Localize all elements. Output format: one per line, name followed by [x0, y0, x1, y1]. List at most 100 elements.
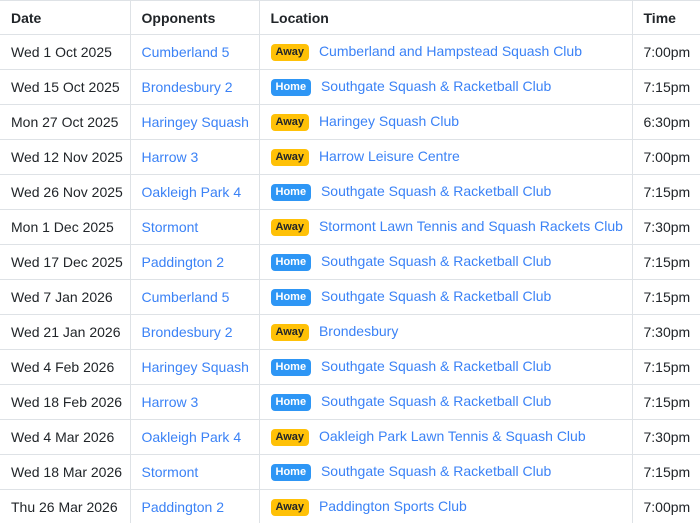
fixture-date: Wed 18 Mar 2026: [0, 454, 130, 490]
fixture-row: Mon 27 Oct 2025 Haringey Squash Away Har…: [0, 104, 700, 140]
fixture-opponent-cell: Oakleigh Park 4: [129, 419, 259, 455]
fixture-opponent-cell: Haringey Squash: [129, 104, 259, 140]
fixture-date: Mon 27 Oct 2025: [0, 104, 130, 140]
fixture-date: Wed 21 Jan 2026: [0, 314, 130, 350]
fixture-opponent-cell: Oakleigh Park 4: [129, 174, 259, 210]
fixture-row: Wed 12 Nov 2025 Harrow 3 Away Harrow Lei…: [0, 139, 700, 175]
opponent-link[interactable]: Paddington 2: [141, 254, 225, 270]
fixture-row: Wed 4 Mar 2026 Oakleigh Park 4 Away Oakl…: [0, 419, 700, 455]
venue-link[interactable]: Southgate Squash & Racketball Club: [320, 463, 552, 479]
fixture-opponent-cell: Brondesbury 2: [129, 69, 259, 105]
opponent-link[interactable]: Brondesbury 2: [141, 79, 233, 95]
fixture-location-cell: Home Southgate Squash & Racketball Club: [258, 454, 632, 490]
venue-link[interactable]: Cumberland and Hampstead Squash Club: [318, 43, 582, 59]
fixture-opponent-cell: Harrow 3: [129, 384, 259, 420]
venue-link[interactable]: Southgate Squash & Racketball Club: [320, 183, 552, 199]
venue-link[interactable]: Paddington Sports Club: [318, 498, 467, 514]
venue-type-badge: Home: [270, 184, 312, 201]
fixture-row: Wed 21 Jan 2026 Brondesbury 2 Away Brond…: [0, 314, 700, 350]
fixture-date: Wed 17 Dec 2025: [0, 244, 130, 280]
venue-link[interactable]: Haringey Squash Club: [318, 113, 460, 129]
opponent-link[interactable]: Brondesbury 2: [141, 324, 233, 340]
fixture-opponent-cell: Paddington 2: [129, 244, 259, 280]
fixture-opponent-cell: Harrow 3: [129, 139, 259, 175]
fixture-location-cell: Away Harrow Leisure Centre: [258, 139, 632, 175]
opponent-link[interactable]: Cumberland 5: [141, 289, 230, 305]
fixture-date: Wed 12 Nov 2025: [0, 139, 130, 175]
venue-link[interactable]: Southgate Squash & Racketball Club: [320, 78, 552, 94]
venue-type-badge: Away: [270, 429, 310, 446]
fixture-date: Wed 4 Feb 2026: [0, 349, 130, 385]
fixture-row: Wed 18 Feb 2026 Harrow 3 Home Southgate …: [0, 384, 700, 420]
fixture-time: 7:30pm: [631, 419, 700, 455]
fixture-row: Wed 7 Jan 2026 Cumberland 5 Home Southga…: [0, 279, 700, 315]
fixture-time: 7:15pm: [631, 69, 700, 105]
venue-type-badge: Home: [270, 254, 312, 271]
column-header-opponents: Opponents: [129, 0, 259, 35]
fixture-time: 7:30pm: [631, 314, 700, 350]
fixture-location-cell: Home Southgate Squash & Racketball Club: [258, 349, 632, 385]
venue-link[interactable]: Southgate Squash & Racketball Club: [320, 393, 552, 409]
fixture-location-cell: Away Stormont Lawn Tennis and Squash Rac…: [258, 209, 632, 245]
fixture-time: 7:15pm: [631, 454, 700, 490]
fixture-date: Wed 18 Feb 2026: [0, 384, 130, 420]
fixture-location-cell: Away Paddington Sports Club: [258, 489, 632, 523]
fixture-location-cell: Home Southgate Squash & Racketball Club: [258, 69, 632, 105]
fixture-date: Wed 1 Oct 2025: [0, 34, 130, 70]
fixture-time: 7:15pm: [631, 384, 700, 420]
fixture-location-cell: Home Southgate Squash & Racketball Club: [258, 244, 632, 280]
fixture-row: Wed 26 Nov 2025 Oakleigh Park 4 Home Sou…: [0, 174, 700, 210]
fixture-time: 7:15pm: [631, 174, 700, 210]
fixture-time: 7:30pm: [631, 209, 700, 245]
fixture-date: Mon 1 Dec 2025: [0, 209, 130, 245]
fixture-opponent-cell: Stormont: [129, 454, 259, 490]
fixture-row: Wed 18 Mar 2026 Stormont Home Southgate …: [0, 454, 700, 490]
opponent-link[interactable]: Harrow 3: [141, 149, 199, 165]
fixture-location-cell: Away Oakleigh Park Lawn Tennis & Squash …: [258, 419, 632, 455]
opponent-link[interactable]: Stormont: [141, 464, 199, 480]
fixture-location-cell: Away Haringey Squash Club: [258, 104, 632, 140]
column-header-location: Location: [258, 0, 632, 35]
fixture-time: 7:00pm: [631, 489, 700, 523]
fixture-opponent-cell: Paddington 2: [129, 489, 259, 523]
fixture-opponent-cell: Stormont: [129, 209, 259, 245]
opponent-link[interactable]: Haringey Squash: [141, 114, 249, 130]
venue-type-badge: Away: [270, 324, 310, 341]
fixtures-table-header: Date Opponents Location Time: [0, 0, 700, 35]
venue-type-badge: Away: [270, 499, 310, 516]
fixture-row: Thu 26 Mar 2026 Paddington 2 Away Paddin…: [0, 489, 700, 523]
venue-type-badge: Away: [270, 44, 310, 61]
opponent-link[interactable]: Oakleigh Park 4: [141, 429, 242, 445]
venue-type-badge: Home: [270, 394, 312, 411]
opponent-link[interactable]: Harrow 3: [141, 394, 199, 410]
fixture-location-cell: Home Southgate Squash & Racketball Club: [258, 174, 632, 210]
fixture-time: 7:00pm: [631, 34, 700, 70]
venue-link[interactable]: Brondesbury: [318, 323, 399, 339]
venue-type-badge: Home: [270, 79, 312, 96]
venue-type-badge: Home: [270, 359, 312, 376]
fixture-time: 7:15pm: [631, 279, 700, 315]
fixture-opponent-cell: Cumberland 5: [129, 34, 259, 70]
fixture-location-cell: Home Southgate Squash & Racketball Club: [258, 279, 632, 315]
fixture-location-cell: Away Cumberland and Hampstead Squash Clu…: [258, 34, 632, 70]
venue-link[interactable]: Southgate Squash & Racketball Club: [320, 288, 552, 304]
venue-link[interactable]: Harrow Leisure Centre: [318, 148, 460, 164]
column-header-time: Time: [631, 0, 700, 35]
fixture-time: 7:00pm: [631, 139, 700, 175]
venue-link[interactable]: Southgate Squash & Racketball Club: [320, 253, 552, 269]
venue-link[interactable]: Southgate Squash & Racketball Club: [320, 358, 552, 374]
column-header-date: Date: [11, 9, 42, 26]
venue-link[interactable]: Stormont Lawn Tennis and Squash Rackets …: [318, 218, 623, 234]
venue-type-badge: Away: [270, 219, 310, 236]
opponent-link[interactable]: Cumberland 5: [141, 44, 230, 60]
opponent-link[interactable]: Paddington 2: [141, 499, 225, 515]
fixture-row: Mon 1 Dec 2025 Stormont Away Stormont La…: [0, 209, 700, 245]
venue-link[interactable]: Oakleigh Park Lawn Tennis & Squash Club: [318, 428, 586, 444]
fixture-time: 7:15pm: [631, 349, 700, 385]
opponent-link[interactable]: Stormont: [141, 219, 199, 235]
opponent-link[interactable]: Haringey Squash: [141, 359, 249, 375]
fixtures-table-body: Wed 1 Oct 2025 Cumberland 5 Away Cumberl…: [0, 34, 700, 523]
opponent-link[interactable]: Oakleigh Park 4: [141, 184, 242, 200]
